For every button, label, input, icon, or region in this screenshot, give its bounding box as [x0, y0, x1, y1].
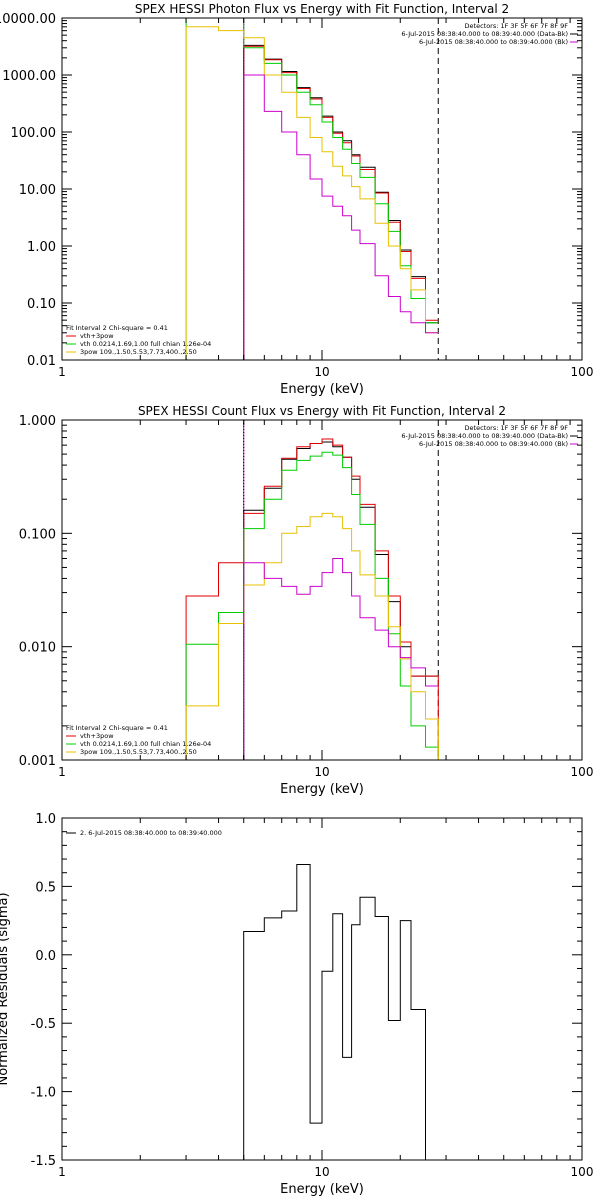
legend-entry-2: vth+3pow	[80, 732, 114, 740]
y-axis-label: Normalized Residuals (sigma)	[0, 892, 11, 1085]
x-tick-label: 10	[314, 1165, 329, 1179]
header-note-3: 6-Jul-2015 08:38:40.000 to 08:39:40.000 …	[419, 440, 568, 448]
header-note-2: 6-Jul-2015 08:38:40.000 to 08:39:40.000 …	[401, 432, 568, 440]
y-tick-label: -1.0	[31, 1086, 56, 1101]
legend-entry-1: 2. 6-Jul-2015 08:38:40.000 to 08:39:40.0…	[80, 829, 222, 837]
x-tick-label: 100	[571, 365, 594, 379]
legend-entry-1: Fit Interval 2 Chi-square = 0.41	[66, 724, 168, 732]
y-tick-label: 1000.00	[2, 69, 56, 84]
y-tick-label: 0.001	[19, 754, 56, 769]
x-axis-label: Energy (keV)	[280, 382, 364, 397]
y-tick-label: 10.00	[19, 183, 56, 198]
header-note-1: Detectors: 1F 3F 5F 6F 7F 8F 9F	[465, 424, 569, 432]
legend-entry-3: vth 0.0214,1.69,1.00 full chian 1.26e-04	[80, 740, 211, 748]
series-data-line	[243, 44, 439, 360]
x-axis-label: Energy (keV)	[280, 782, 364, 797]
chart-title: SPEX HESSI Count Flux vs Energy with Fit…	[138, 404, 506, 418]
series-vth-3pow-line	[243, 45, 439, 360]
chart-panel-2: SPEX HESSI Count Flux vs Energy with Fit…	[19, 404, 594, 797]
x-tick-label: 1	[58, 765, 66, 779]
legend-entry-4: 3pow 109.,1.50,5.53,7.73,400.,2.50	[80, 748, 197, 756]
x-axis-label: Energy (keV)	[280, 1182, 364, 1197]
series-vth-3pow-line	[185, 438, 447, 760]
plot-area	[243, 864, 439, 1160]
series-bk-line	[243, 74, 439, 360]
header-note-3: 6-Jul-2015 08:38:40.000 to 08:39:40.000 …	[419, 38, 568, 46]
y-tick-label: 0.010	[19, 641, 56, 656]
series-3pow-line	[185, 512, 447, 760]
legend-entry-4: 3pow 109.,1.50,5.53,7.73,400.,2.50	[80, 348, 197, 356]
header-note-1: Detectors: 1F 3F 5F 6F 7F 8F 9F	[465, 22, 569, 30]
x-tick-label: 10	[314, 765, 329, 779]
x-tick-label: 10	[314, 365, 329, 379]
y-tick-label: 1.0	[35, 812, 56, 827]
x-tick-label: 1	[58, 1165, 66, 1179]
y-tick-label: 0.5	[35, 880, 56, 895]
y-tick-label: 100.00	[11, 126, 57, 141]
series-data-line	[243, 441, 439, 760]
chart-panel-3: 1 10 100 Energy (keV) -1.5 -1.0 -0.5 0.0 0.5 1.0 N…	[0, 812, 593, 1197]
header-note-2: 6-Jul-2015 08:38:40.000 to 08:39:40.000 …	[401, 30, 568, 38]
x-tick-label: 100	[571, 1165, 594, 1179]
series-residuals-line	[243, 864, 439, 1160]
legend-entry-1: Fit Interval 2 Chi-square = 0.41	[66, 324, 168, 332]
axes-frame	[61, 419, 583, 761]
legend-entry-3: vth 0.0214,1.69,1.00 full chian 1.26e-04	[80, 340, 211, 348]
series-3pow-line	[185, 26, 439, 360]
y-tick-label: -1.5	[31, 1154, 56, 1169]
y-tick-label: 0.10	[27, 297, 56, 312]
plot-area	[185, 18, 439, 360]
chart-title: SPEX HESSI Photon Flux vs Energy with Fi…	[135, 2, 509, 16]
x-tick-label: 1	[58, 365, 66, 379]
legend-entry-2: vth+3pow	[80, 332, 114, 340]
x-tick-label: 100	[571, 765, 594, 779]
series-vth-line	[185, 451, 447, 760]
y-tick-label: 0.100	[19, 527, 56, 542]
y-tick-label: 1.000	[19, 414, 56, 429]
y-tick-label: 10000.00	[0, 12, 56, 27]
y-tick-label: -0.5	[31, 1017, 56, 1032]
plot-area	[185, 420, 447, 760]
y-tick-label: 1.00	[27, 240, 56, 255]
chart-panel-1: SPEX HESSI Photon Flux vs Energy with Fi…	[0, 2, 593, 397]
y-tick-label: 0.01	[27, 354, 56, 369]
y-tick-label: 0.0	[35, 949, 56, 964]
series-bk-line	[243, 558, 439, 760]
